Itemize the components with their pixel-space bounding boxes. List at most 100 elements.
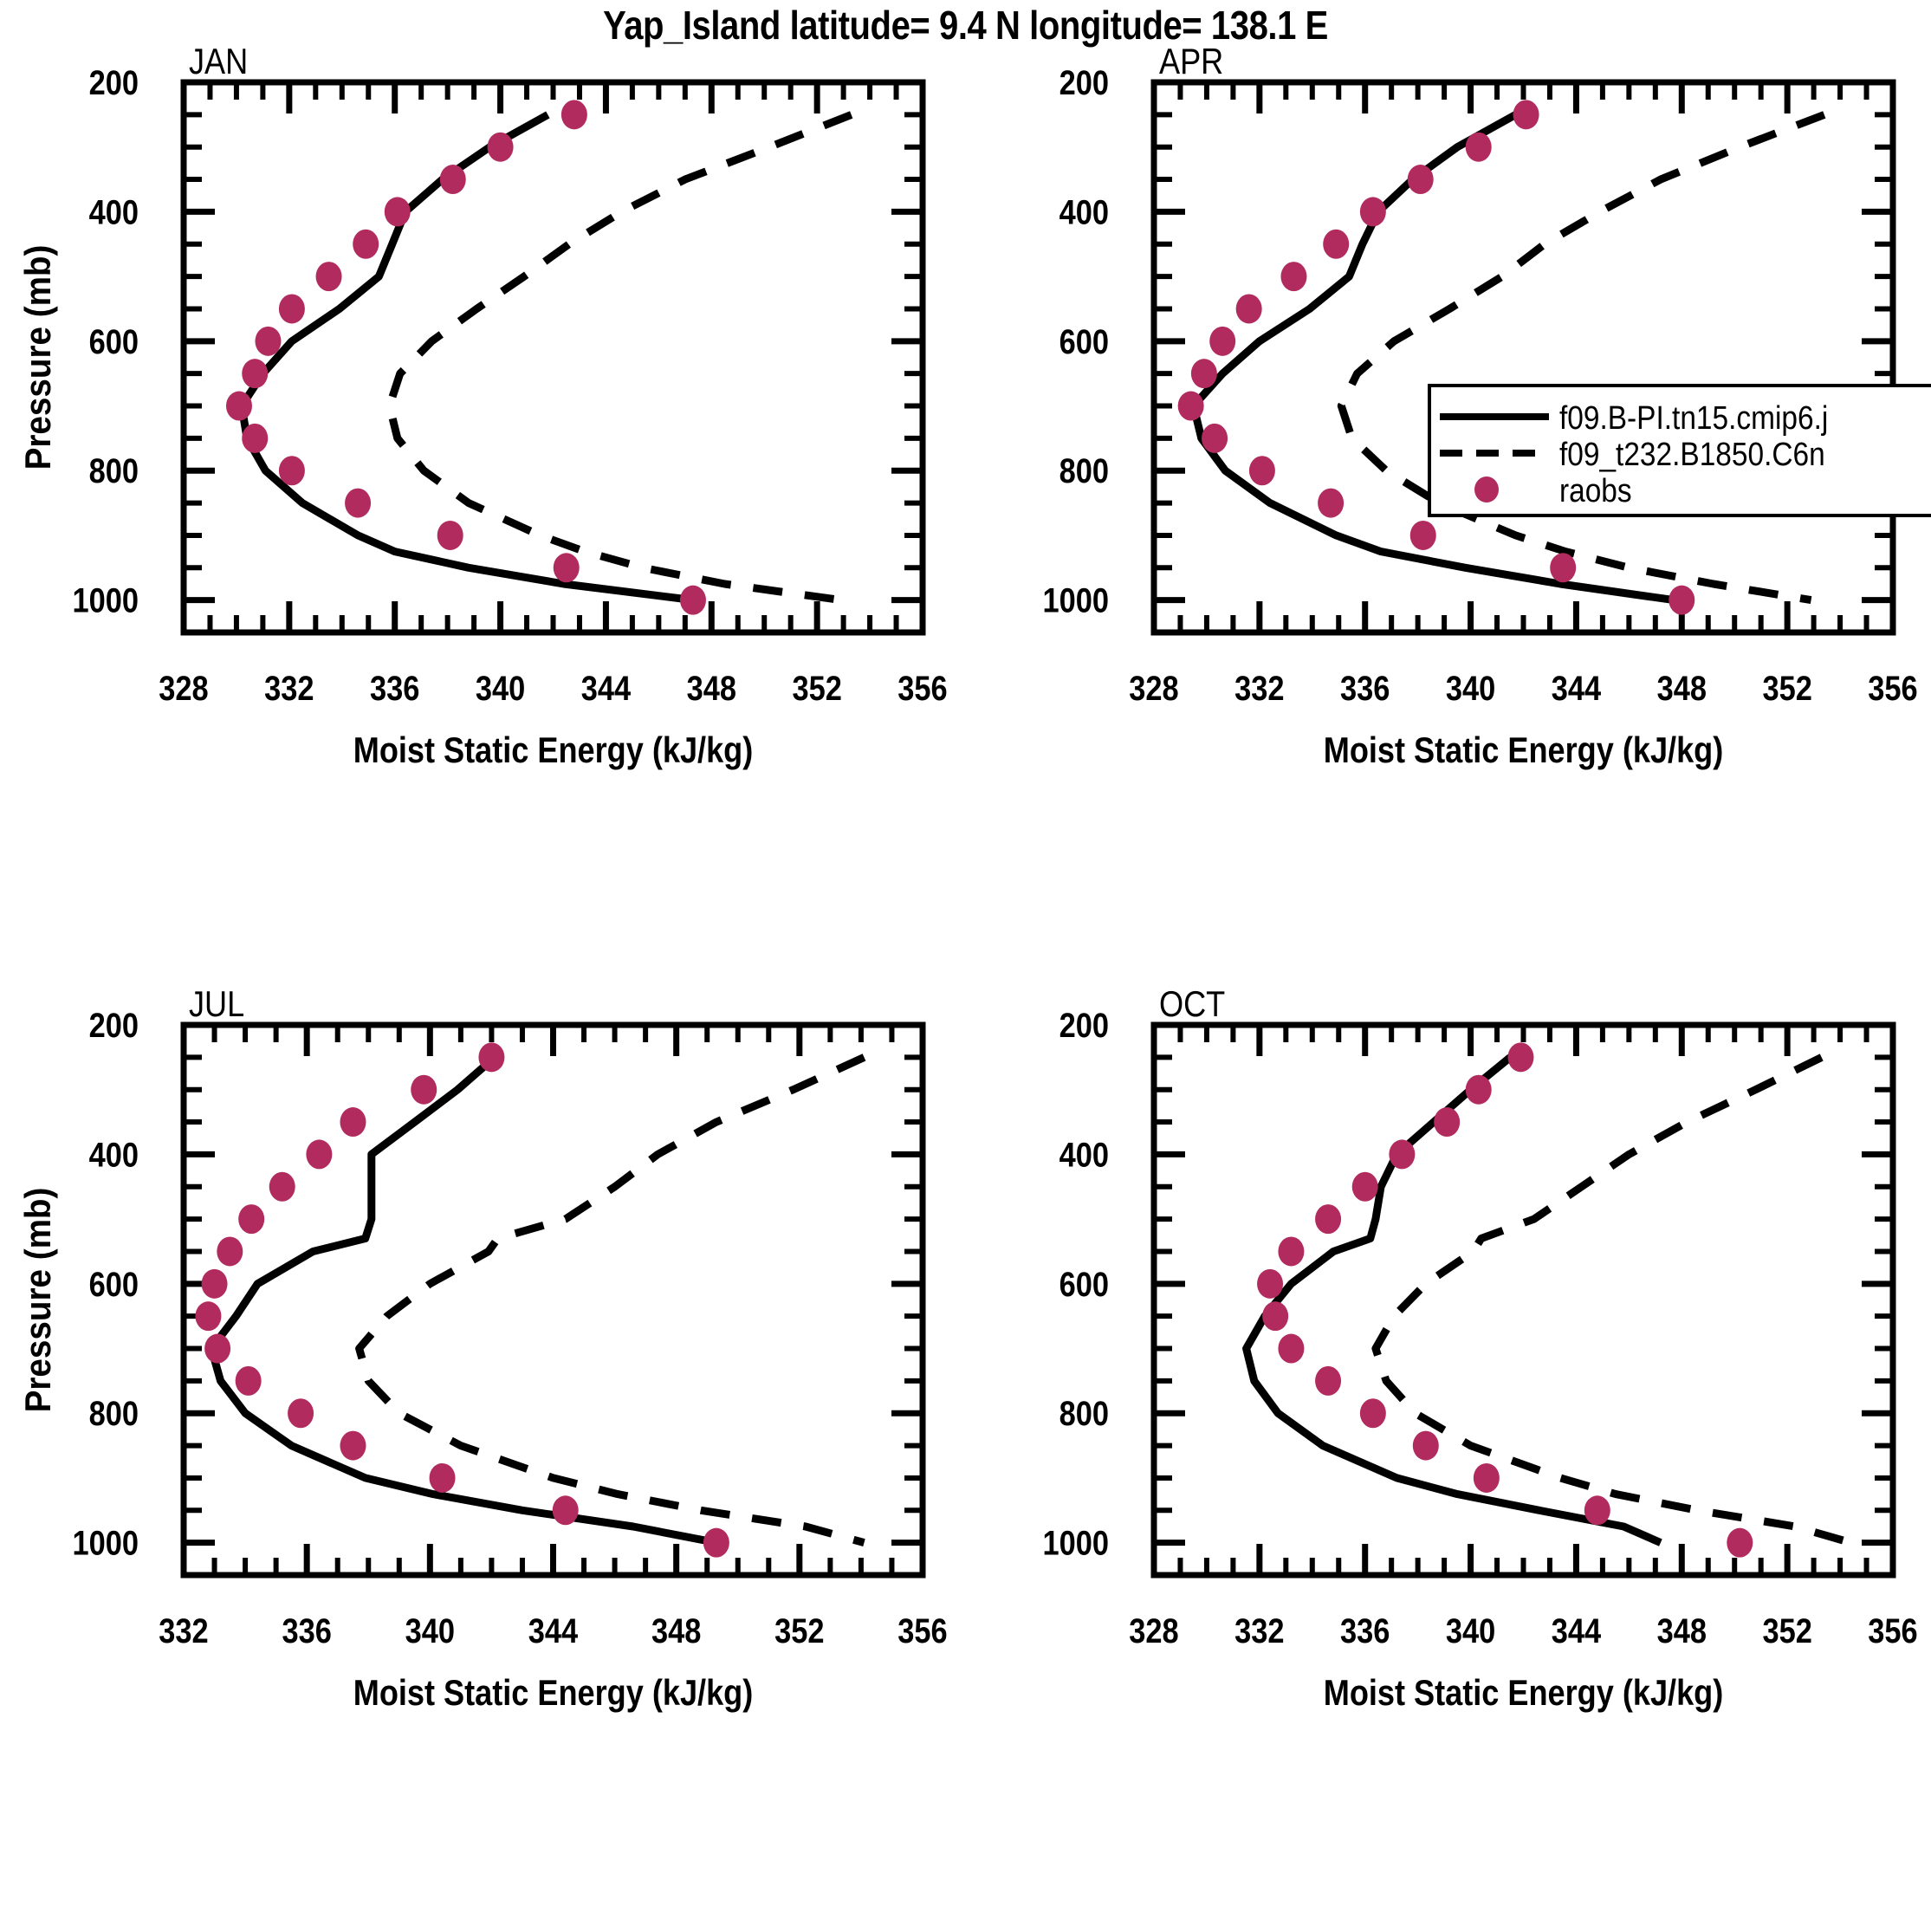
x-tick-label: 344 [1552, 669, 1602, 708]
raobs-marker [217, 1236, 243, 1267]
plot-frame [1150, 79, 1896, 636]
x-tick-label: 348 [1657, 1611, 1707, 1650]
raobs-marker [288, 1398, 314, 1429]
model-line-dashed [1371, 1054, 1852, 1546]
y-tick-label: 800 [89, 451, 139, 490]
raobs-marker [1669, 585, 1695, 615]
raobs-marker [1248, 456, 1275, 486]
x-tick-label: 352 [792, 669, 841, 708]
y-tick-label: 1000 [1042, 1523, 1109, 1562]
raobs-marker [1513, 100, 1539, 130]
y-tick-label: 400 [1059, 192, 1109, 231]
model-line-solid [237, 111, 694, 605]
y-tick-label: 1000 [72, 580, 139, 619]
raobs-marker [1507, 1042, 1534, 1073]
y-tick-label: 200 [89, 1006, 139, 1045]
raobs-marker [255, 326, 282, 356]
x-tick-label: 356 [897, 1611, 947, 1650]
raobs-marker [345, 488, 372, 518]
chart-jan: 328 332 336 340 344 348 352 356 200 400 600 800 1000… [16, 43, 947, 771]
panel-jan: 328 332 336 340 344 348 352 356 200 400 600 800 1000… [0, 43, 961, 986]
raobs-marker [235, 1365, 262, 1396]
chart-apr: 328 332 336 340 344 348 352 356 200 400 600 800 1000… [1042, 43, 1931, 771]
panel-jul: 332 336 340 344 348 352 356 200 400 600 800 1000 JUL… [0, 986, 961, 1929]
y-tick-label: 800 [1059, 451, 1109, 490]
x-tick-label: 328 [159, 669, 208, 708]
raobs-marker [1434, 1107, 1461, 1138]
x-tick-label: 344 [528, 1611, 579, 1650]
panel-oct: 328 332 336 340 344 348 352 356 200 400 600 800 1000… [970, 986, 1931, 1929]
panel-month-label: JUL [189, 986, 244, 1025]
y-tick-label: 200 [1059, 1006, 1109, 1045]
raobs-marker [1202, 423, 1228, 453]
raobs-marker [1315, 1365, 1342, 1396]
x-tick-label: 356 [1868, 669, 1917, 708]
x-tick-label: 336 [282, 1611, 331, 1650]
y-tick-label: 600 [1059, 1264, 1109, 1303]
raobs-marker [204, 1333, 231, 1364]
y-tick-label: 200 [1059, 63, 1109, 102]
x-tick-label: 356 [1868, 1611, 1917, 1650]
raobs-marker [1257, 1268, 1284, 1299]
legend-label: f09.B-PI.tn15.cmip6.j [1559, 399, 1828, 436]
raobs-marker [225, 391, 252, 421]
raobs-marker [1409, 520, 1436, 550]
y-axis-title: Pressure (mb) [16, 1188, 58, 1413]
raobs-marker [439, 165, 466, 195]
plot-frame [1150, 1021, 1896, 1579]
raobs-marker [552, 1495, 579, 1526]
raobs-marker [1584, 1495, 1610, 1526]
raobs-marker [679, 585, 706, 615]
raobs-marker [1727, 1527, 1753, 1558]
raobs-marker [242, 423, 269, 453]
plot-frame [180, 79, 926, 636]
plot-frame [180, 1021, 926, 1579]
raobs-marker [1465, 132, 1492, 162]
x-tick-label: 328 [1129, 1611, 1178, 1650]
raobs-marker [1351, 1171, 1378, 1202]
raobs-marker [201, 1268, 228, 1299]
x-tick-label: 332 [1234, 669, 1284, 708]
x-tick-label: 332 [264, 669, 314, 708]
raobs-marker [315, 262, 342, 292]
raobs-marker [1190, 359, 1217, 389]
raobs-marker [1318, 488, 1345, 518]
raobs-marker [340, 1430, 366, 1461]
raobs-marker [1177, 391, 1204, 421]
raobs-marker [703, 1527, 729, 1558]
raobs-marker [1465, 1074, 1492, 1105]
x-tick-label: 356 [897, 669, 947, 708]
x-tick-label: 332 [159, 1611, 208, 1650]
raobs-marker [1473, 1462, 1500, 1493]
y-tick-label: 200 [89, 63, 139, 102]
y-tick-label: 800 [1059, 1394, 1109, 1433]
raobs-marker [437, 520, 463, 550]
y-tick-label: 400 [89, 1135, 139, 1174]
y-axis-title: Pressure (mb) [16, 245, 58, 470]
raobs-marker [553, 553, 580, 583]
raobs-marker [487, 132, 514, 162]
y-tick-label: 400 [89, 192, 139, 231]
x-tick-label: 332 [1234, 1611, 1284, 1650]
model-line-dashed [355, 1054, 866, 1546]
raobs-marker [238, 1204, 265, 1235]
raobs-marker [1407, 165, 1434, 195]
raobs-marker [1412, 1430, 1439, 1461]
chart-oct: 328 332 336 340 344 348 352 356 200 400 600 800 1000… [1042, 986, 1917, 1714]
x-tick-label: 340 [476, 669, 525, 708]
figure-title: Yap_Island latitude= 9.4 N longitude= 13… [603, 3, 1328, 48]
raobs-marker [384, 197, 411, 227]
x-axis-title: Moist Static Energy (kJ/kg) [353, 731, 753, 771]
y-tick-label: 400 [1059, 1135, 1109, 1174]
x-tick-label: 340 [405, 1611, 455, 1650]
x-tick-label: 348 [1657, 669, 1707, 708]
raobs-marker [1550, 553, 1577, 583]
raobs-marker [1389, 1139, 1416, 1170]
raobs-marker [1359, 1398, 1386, 1429]
raobs-marker [340, 1107, 366, 1138]
raobs-marker [269, 1171, 295, 1202]
panel-month-label: APR [1159, 43, 1223, 82]
x-tick-label: 340 [1446, 1611, 1495, 1650]
y-tick-label: 600 [89, 1264, 139, 1303]
